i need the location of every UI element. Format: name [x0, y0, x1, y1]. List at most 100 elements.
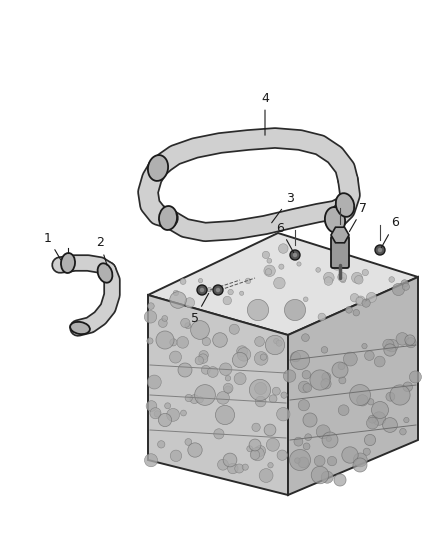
Circle shape	[357, 394, 368, 406]
Circle shape	[242, 464, 248, 470]
Circle shape	[234, 373, 246, 385]
Circle shape	[326, 437, 332, 441]
Circle shape	[237, 346, 247, 357]
Circle shape	[362, 269, 368, 276]
Circle shape	[403, 283, 410, 290]
Circle shape	[223, 383, 233, 393]
Circle shape	[356, 297, 363, 304]
Circle shape	[276, 340, 282, 346]
Circle shape	[247, 300, 268, 321]
Circle shape	[362, 343, 367, 349]
Circle shape	[279, 264, 284, 269]
Circle shape	[356, 296, 365, 305]
Circle shape	[170, 351, 181, 363]
Circle shape	[185, 439, 192, 446]
Circle shape	[316, 425, 330, 439]
Circle shape	[301, 334, 309, 342]
Circle shape	[363, 448, 371, 455]
Circle shape	[154, 411, 160, 417]
Circle shape	[350, 294, 359, 302]
Ellipse shape	[325, 207, 345, 233]
Ellipse shape	[148, 155, 168, 181]
Text: 3: 3	[272, 191, 294, 223]
Circle shape	[399, 429, 406, 435]
Circle shape	[383, 418, 397, 432]
Text: 2: 2	[96, 237, 107, 265]
Circle shape	[303, 413, 317, 427]
Circle shape	[305, 434, 311, 440]
Circle shape	[247, 446, 253, 451]
Circle shape	[267, 259, 272, 263]
Circle shape	[298, 400, 309, 411]
Circle shape	[404, 417, 409, 423]
Circle shape	[266, 438, 279, 451]
Text: 6: 6	[276, 222, 293, 253]
Circle shape	[321, 471, 333, 483]
Text: 7: 7	[350, 201, 367, 232]
Circle shape	[322, 373, 331, 382]
Circle shape	[383, 339, 394, 350]
Circle shape	[252, 423, 260, 432]
Circle shape	[223, 453, 237, 467]
Circle shape	[314, 456, 325, 466]
Circle shape	[295, 458, 300, 463]
Circle shape	[293, 253, 297, 257]
Circle shape	[364, 351, 374, 360]
Text: 1: 1	[44, 231, 60, 260]
Circle shape	[272, 387, 280, 395]
Circle shape	[389, 277, 395, 282]
Circle shape	[158, 441, 165, 448]
Circle shape	[367, 399, 374, 405]
Circle shape	[321, 346, 328, 353]
Circle shape	[259, 469, 273, 482]
Circle shape	[254, 352, 268, 365]
Circle shape	[245, 278, 251, 284]
Circle shape	[229, 324, 239, 334]
Circle shape	[291, 352, 300, 362]
Circle shape	[177, 336, 188, 348]
Circle shape	[362, 299, 370, 307]
Circle shape	[283, 370, 296, 382]
Circle shape	[250, 450, 260, 459]
Text: 5: 5	[191, 294, 208, 325]
Circle shape	[406, 337, 416, 348]
Circle shape	[290, 350, 310, 369]
Circle shape	[375, 245, 385, 255]
Circle shape	[353, 310, 360, 316]
Circle shape	[213, 333, 227, 348]
Circle shape	[311, 466, 329, 484]
Circle shape	[378, 248, 382, 252]
Circle shape	[170, 292, 186, 308]
Circle shape	[290, 250, 300, 260]
Circle shape	[338, 272, 347, 281]
Circle shape	[180, 410, 187, 416]
Circle shape	[321, 379, 331, 389]
Circle shape	[194, 385, 215, 406]
Circle shape	[150, 408, 161, 419]
Circle shape	[354, 276, 363, 284]
Circle shape	[185, 394, 192, 402]
Circle shape	[254, 383, 267, 394]
Circle shape	[170, 339, 177, 346]
Circle shape	[352, 272, 362, 283]
Circle shape	[279, 244, 288, 253]
Circle shape	[197, 285, 207, 295]
Circle shape	[225, 376, 231, 381]
Circle shape	[386, 392, 395, 401]
Circle shape	[178, 363, 192, 377]
Circle shape	[374, 356, 385, 367]
Circle shape	[410, 371, 421, 383]
Circle shape	[281, 392, 287, 398]
Circle shape	[401, 280, 408, 287]
Circle shape	[343, 352, 357, 366]
Ellipse shape	[159, 206, 177, 230]
Circle shape	[207, 287, 212, 292]
Ellipse shape	[61, 253, 75, 273]
Circle shape	[339, 377, 346, 384]
Circle shape	[146, 401, 157, 411]
Circle shape	[334, 474, 346, 486]
Circle shape	[190, 394, 199, 403]
Circle shape	[332, 260, 343, 270]
Polygon shape	[148, 233, 418, 335]
Polygon shape	[288, 277, 418, 495]
